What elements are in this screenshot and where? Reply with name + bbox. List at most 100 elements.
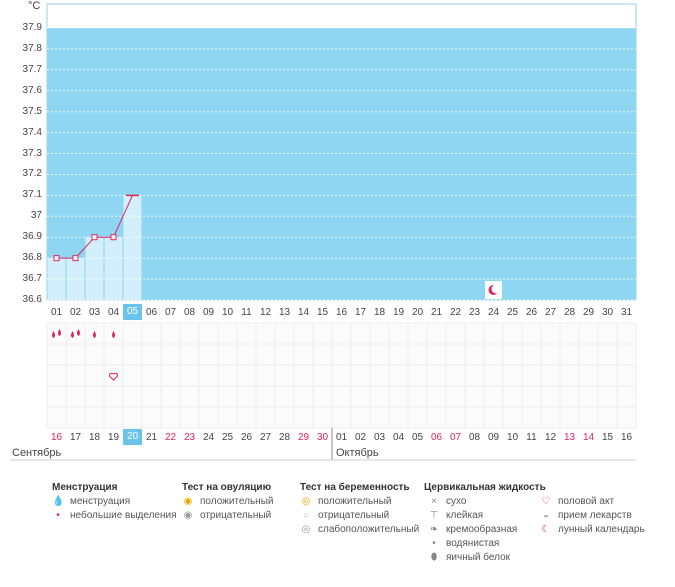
calendar-date-label: 10	[506, 432, 519, 443]
day-tick-label: 01	[50, 307, 63, 318]
day-tick-label: 09	[202, 307, 215, 318]
legend-item: ◉ положительный	[183, 496, 274, 507]
temperature-point	[110, 234, 117, 241]
legend-item: × сухо	[428, 496, 466, 507]
calendar-date-label: 15	[601, 432, 614, 443]
menstruation-drop	[112, 331, 115, 338]
legend-pregnancy-title: Тест на беременность	[300, 482, 410, 493]
legend-item: ☾ лунный календарь	[541, 524, 645, 535]
y-tick-label: 37.6	[22, 84, 42, 96]
legend-menstruation-title: Менструация	[52, 482, 118, 493]
legend-item: • водянистая	[428, 538, 499, 549]
month-label-october: Октябрь	[336, 447, 379, 459]
calendar-date-label: 13	[563, 432, 576, 443]
calendar-date-label: 28	[278, 432, 291, 443]
legend-item: ○ отрицательный	[300, 510, 389, 521]
calendar-date-label: 14	[582, 432, 595, 443]
calendar-date-label: 22	[164, 432, 177, 443]
temperature-bar	[85, 237, 104, 300]
pill-icon: ◒	[542, 510, 550, 521]
observation-grid	[47, 323, 636, 428]
calendar-date-label: 27	[259, 432, 272, 443]
calendar-date-label: 03	[373, 432, 386, 443]
day-tick-label: 19	[392, 307, 405, 318]
pregnancy-negative-icon: ○	[302, 510, 310, 521]
calendar-date-label: 20	[123, 429, 142, 445]
day-tick-label: 22	[449, 307, 462, 318]
day-tick-label: 25	[506, 307, 519, 318]
y-tick-label: 36.8	[22, 252, 42, 264]
day-tick-label: 31	[620, 307, 633, 318]
calendar-date-label: 16	[620, 432, 633, 443]
heart-icon	[108, 372, 119, 381]
calendar-date-label: 21	[145, 432, 158, 443]
day-tick-label: 23	[468, 307, 481, 318]
y-tick-label: 37.8	[22, 42, 42, 54]
calendar-date-label: 11	[526, 432, 537, 443]
day-tick-label: 07	[164, 307, 177, 318]
creamy-icon: ❧	[429, 524, 439, 535]
menstruation-drop-icon: 💧	[52, 496, 65, 507]
watery-drop-icon: •	[432, 538, 436, 549]
day-tick-label: 05	[123, 304, 142, 320]
day-tick-label: 13	[278, 307, 291, 318]
calendar-date-label: 29	[297, 432, 310, 443]
ovulation-positive-icon: ◉	[183, 496, 193, 507]
heart-icon: ♡	[541, 496, 551, 507]
y-tick-label: 37.9	[22, 22, 42, 33]
day-tick-label: 14	[297, 307, 310, 318]
day-tick-label: 10	[221, 307, 234, 318]
menstruation-drop	[58, 329, 61, 336]
moon-icon-mask	[491, 284, 501, 294]
calendar-date-label: 17	[69, 432, 82, 443]
day-tick-label: 12	[259, 307, 272, 318]
calendar-date-label: 25	[221, 432, 234, 443]
calendar-date-label: 02	[354, 432, 367, 443]
calendar-date-label: 12	[544, 432, 557, 443]
menstruation-drop	[77, 329, 80, 336]
legend-item: ◉ отрицательный	[183, 510, 272, 521]
ovulation-negative-icon: ◉	[183, 510, 193, 521]
legend-cervical-title: Цервикальная жидкость	[424, 482, 546, 493]
calendar-date-label: 09	[487, 432, 500, 443]
day-tick-label: 24	[487, 307, 500, 318]
calendar-date-label: 30	[316, 432, 329, 443]
day-tick-label: 26	[525, 307, 538, 318]
day-tick-label: 17	[354, 307, 367, 318]
y-tick-label: 37.2	[22, 168, 42, 180]
y-tick-label: 37.3	[22, 147, 42, 159]
day-tick-label: 27	[544, 307, 557, 318]
temperature-point	[72, 255, 79, 262]
day-tick-label: 06	[145, 307, 158, 318]
calendar-date-label: 07	[449, 432, 462, 443]
menstruation-drop	[71, 331, 74, 338]
day-tick-label: 16	[335, 307, 348, 318]
calendar-date-label: 16	[50, 432, 63, 443]
temperature-point	[91, 234, 98, 241]
legend-item: ◎ слабоположительный	[301, 524, 420, 535]
day-tick-label: 04	[107, 307, 120, 318]
legend-item: ◎ положительный	[301, 496, 392, 507]
calendar-date-label: 06	[430, 432, 443, 443]
y-tick-label: 36.9	[22, 231, 42, 243]
calendar-date-label: 08	[468, 432, 481, 443]
day-tick-label: 03	[88, 307, 101, 318]
temperature-chart	[10, 3, 637, 461]
day-tick-label: 29	[582, 307, 595, 318]
egg-white-icon: ⬮	[430, 552, 438, 563]
legend-item: • небольшие выделения	[52, 510, 176, 521]
calendar-date-label: 19	[107, 432, 120, 443]
day-tick-label: 28	[563, 307, 576, 318]
menstruation-drop	[93, 331, 96, 338]
y-tick-label: 37.4	[22, 126, 42, 138]
day-tick-label: 18	[373, 307, 386, 318]
dry-icon: ×	[431, 496, 437, 507]
legend-ovulation-title: Тест на овуляцию	[182, 482, 272, 493]
day-tick-label: 11	[241, 307, 252, 318]
y-tick-label: 37.1	[22, 189, 42, 201]
temperature-bar	[104, 237, 123, 300]
month-label-september: Сентябрь	[12, 447, 62, 459]
day-tick-label: 02	[69, 307, 82, 318]
y-tick-label: 37.7	[22, 63, 42, 75]
day-tick-label: 20	[411, 307, 424, 318]
